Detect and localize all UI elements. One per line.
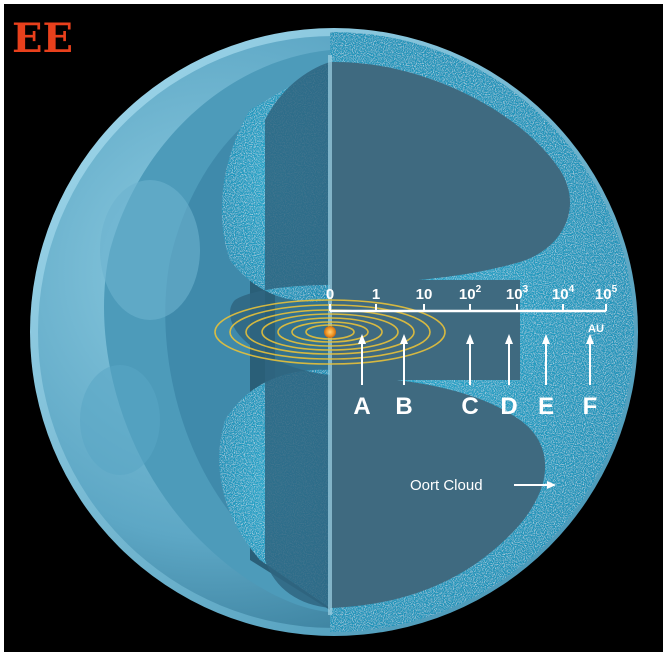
marker-label: C <box>461 393 478 420</box>
core-upper-lobe <box>330 61 571 286</box>
orbit-ring <box>305 324 355 340</box>
scale-tick-label: 10 <box>416 286 433 303</box>
marker-arrow-head <box>586 334 594 344</box>
scale-tick-exponent: 4 <box>569 284 575 295</box>
marker-label: B <box>395 393 412 420</box>
orbit-ring <box>291 321 369 343</box>
marker-arrow-head <box>542 334 550 344</box>
oort-cloud-arrow-head <box>547 481 556 489</box>
scale-tick-exponent: 2 <box>476 284 482 295</box>
core-lower-lobe <box>330 375 546 608</box>
scale-tick-exponent: 5 <box>612 284 618 295</box>
marker-label: F <box>583 393 598 420</box>
orbit-ring <box>214 299 446 365</box>
marker-label: E <box>538 393 554 420</box>
marker-arrow-head <box>466 334 474 344</box>
orbit-ring <box>277 317 383 347</box>
oort-cloud-label: Oort Cloud <box>410 477 483 494</box>
marker-label: D <box>500 393 517 420</box>
marker-arrow-head <box>358 334 366 344</box>
sun <box>324 326 336 338</box>
orbit-ring <box>261 313 399 351</box>
oort-cloud-callout: Oort Cloud <box>410 477 556 494</box>
shell-highlight <box>80 365 160 475</box>
ee-logo: EE <box>12 15 73 62</box>
shell-highlight <box>100 180 200 320</box>
marker-arrow-head <box>400 334 408 344</box>
marker-label: A <box>353 393 370 420</box>
scale-unit-label: AU <box>588 323 604 335</box>
scale-tick-label: 0 <box>326 286 334 303</box>
scale-tick-label: 1 <box>372 286 380 303</box>
core-left-body <box>230 62 330 608</box>
scale-tick-exponent: 3 <box>523 284 529 295</box>
marker-arrow-head <box>505 334 513 344</box>
